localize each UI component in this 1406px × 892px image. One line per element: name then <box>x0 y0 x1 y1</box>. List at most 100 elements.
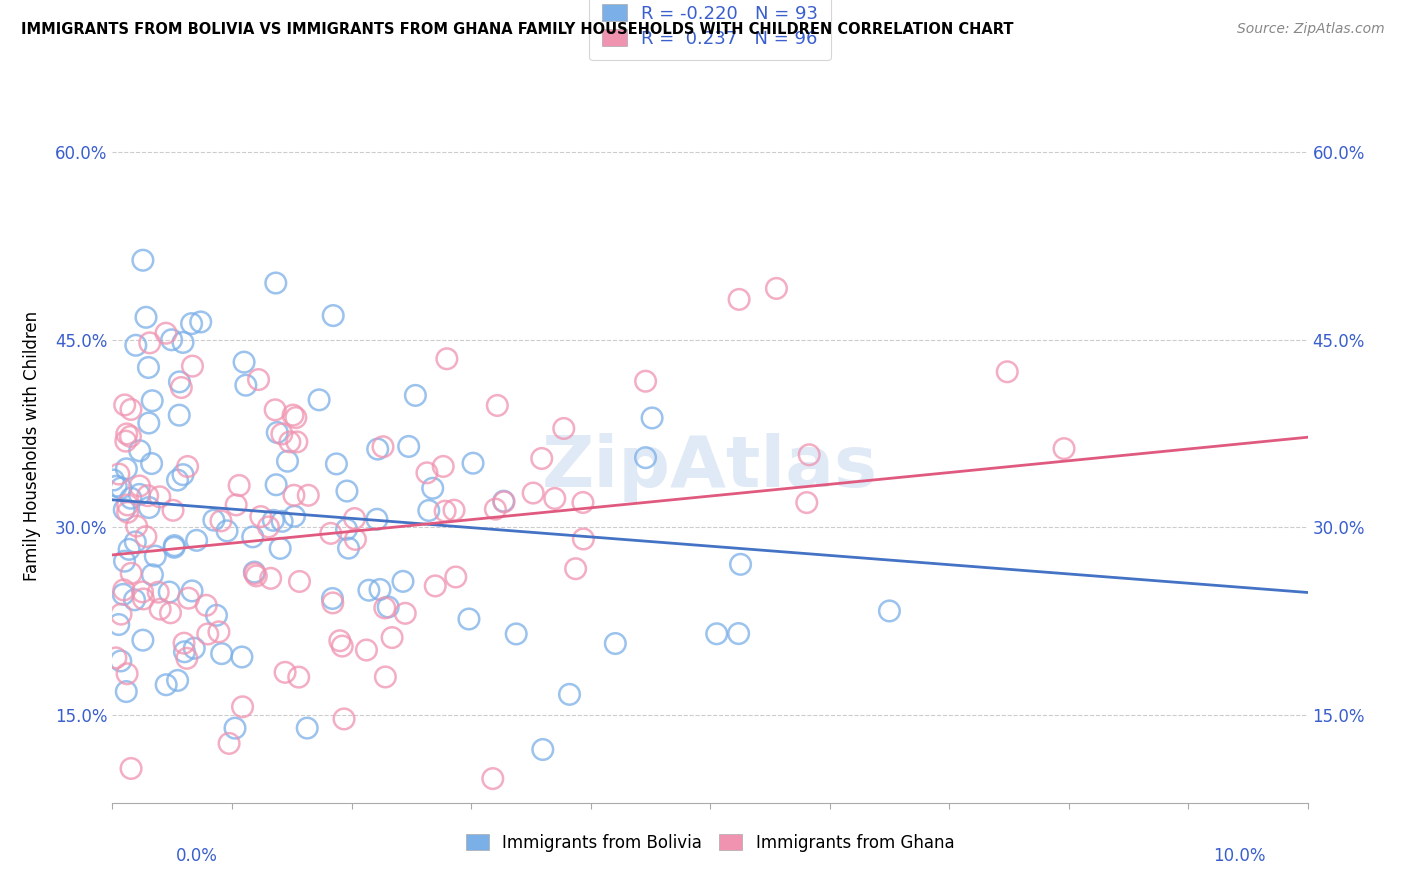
Point <box>135 310 157 325</box>
Point <box>284 410 307 425</box>
Point <box>155 326 177 341</box>
Point <box>120 762 142 776</box>
Point <box>163 541 186 555</box>
Point <box>115 666 138 681</box>
Point <box>371 440 394 454</box>
Point <box>343 511 366 525</box>
Point <box>264 477 287 491</box>
Point <box>297 488 319 502</box>
Point <box>115 426 138 441</box>
Point <box>727 626 749 640</box>
Point <box>138 500 160 515</box>
Point <box>796 495 818 509</box>
Point <box>605 636 627 650</box>
Point <box>356 643 378 657</box>
Point <box>422 481 444 495</box>
Point <box>374 600 396 615</box>
Point <box>243 565 266 579</box>
Point <box>264 402 287 417</box>
Point <box>266 425 288 440</box>
Point <box>128 479 150 493</box>
Point <box>232 699 254 714</box>
Point <box>114 434 136 449</box>
Point <box>180 317 202 331</box>
Point <box>461 456 484 470</box>
Point <box>398 439 420 453</box>
Point <box>225 498 247 512</box>
Point <box>249 509 271 524</box>
Point <box>173 645 195 659</box>
Point <box>486 399 509 413</box>
Point <box>799 448 821 462</box>
Point <box>287 670 309 684</box>
Point <box>141 567 163 582</box>
Point <box>392 574 415 589</box>
Point <box>115 462 138 476</box>
Point <box>553 421 575 435</box>
Point <box>162 503 184 517</box>
Point <box>432 459 454 474</box>
Point <box>218 736 240 750</box>
Point <box>112 587 135 601</box>
Point <box>262 513 284 527</box>
Point <box>641 411 664 425</box>
Point <box>148 585 170 599</box>
Point <box>288 574 311 589</box>
Point <box>128 487 150 501</box>
Point <box>330 639 353 653</box>
Point <box>177 591 200 606</box>
Point <box>120 491 142 506</box>
Point <box>209 514 232 528</box>
Point <box>157 585 180 599</box>
Point <box>224 721 246 735</box>
Point <box>394 607 416 621</box>
Point <box>208 624 231 639</box>
Point <box>269 541 291 556</box>
Point <box>425 579 447 593</box>
Point <box>572 532 595 546</box>
Point <box>172 467 194 482</box>
Point <box>283 488 305 502</box>
Point <box>367 442 389 456</box>
Point <box>295 721 318 735</box>
Point <box>333 712 356 726</box>
Point <box>117 498 139 512</box>
Point <box>202 513 225 527</box>
Point <box>183 641 205 656</box>
Text: ZipAtlas: ZipAtlas <box>543 433 877 502</box>
Point <box>190 315 212 329</box>
Point <box>110 481 132 495</box>
Point <box>366 512 388 526</box>
Point <box>308 392 330 407</box>
Point <box>112 502 135 516</box>
Point <box>730 558 752 572</box>
Point <box>181 359 204 373</box>
Point <box>135 530 157 544</box>
Point <box>404 388 426 402</box>
Point <box>522 486 544 500</box>
Point <box>149 490 172 504</box>
Point <box>706 627 728 641</box>
Point <box>374 670 396 684</box>
Text: 0.0%: 0.0% <box>176 847 218 865</box>
Point <box>336 484 359 499</box>
Text: Source: ZipAtlas.com: Source: ZipAtlas.com <box>1237 22 1385 37</box>
Point <box>434 504 457 518</box>
Point <box>281 408 304 422</box>
Point <box>357 583 380 598</box>
Point <box>283 509 305 524</box>
Point <box>104 651 127 665</box>
Point <box>105 479 128 493</box>
Point <box>149 602 172 616</box>
Point <box>124 592 146 607</box>
Point <box>242 530 264 544</box>
Point <box>544 491 567 506</box>
Point <box>247 373 270 387</box>
Point <box>235 378 257 392</box>
Point <box>436 351 458 366</box>
Point <box>138 360 160 375</box>
Point <box>271 514 294 528</box>
Point <box>278 434 301 449</box>
Point <box>195 599 218 613</box>
Point <box>329 633 352 648</box>
